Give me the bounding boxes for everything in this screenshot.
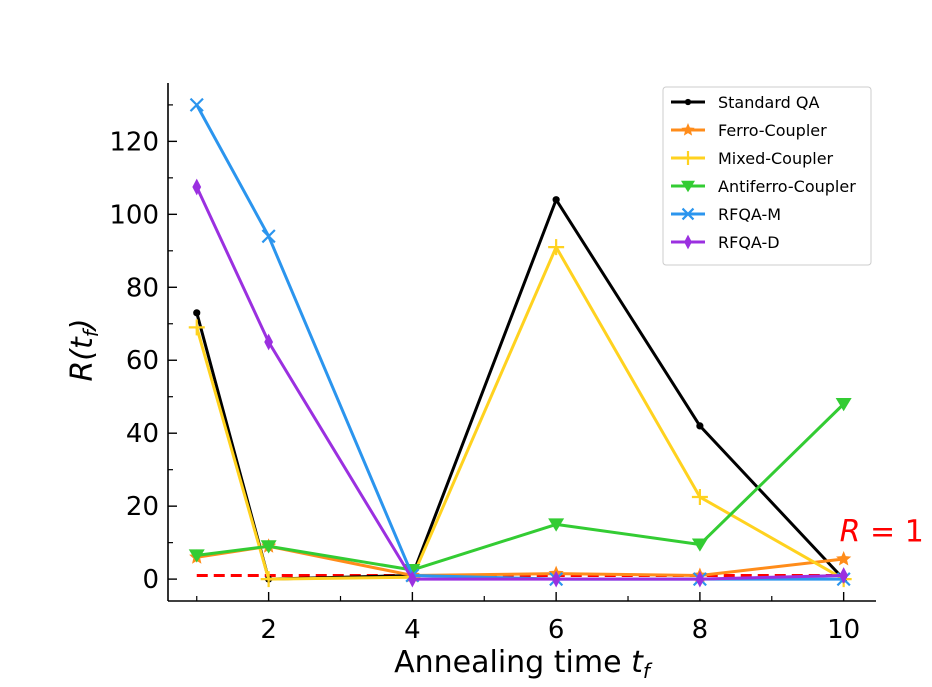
x-tick-label: 10	[827, 615, 860, 645]
data-point	[836, 551, 852, 566]
legend-swatch-marker	[681, 180, 695, 193]
reference-label: R = 1	[840, 514, 924, 549]
series-line	[195, 245, 845, 581]
x-tick-label: 6	[548, 615, 565, 645]
legend: Standard QA Ferro-Coupler Mixed-Coupler Ant…	[662, 86, 872, 266]
legend-label: Antiferro-Coupler	[718, 177, 856, 196]
y-tick-label: 40	[126, 419, 159, 449]
legend-box	[662, 86, 872, 266]
data-point	[189, 97, 204, 112]
data-point	[260, 540, 277, 554]
reference-label-rest: = 1	[861, 514, 924, 549]
y-axis-label-func: R(	[65, 348, 100, 382]
legend-item: RFQA-M	[671, 205, 781, 224]
data-point	[551, 570, 561, 588]
y-tick-label: 100	[109, 200, 159, 230]
x-tick-label: 2	[260, 615, 277, 645]
data-point	[260, 571, 277, 588]
legend-swatch-marker	[684, 98, 692, 106]
y-axis-label-close: )	[65, 318, 100, 332]
data-point	[261, 229, 276, 244]
legend-label: Standard QA	[718, 93, 819, 112]
legend-swatch-marker	[684, 234, 692, 250]
series-mixed-coupler	[188, 239, 852, 588]
legend-swatch-marker	[681, 207, 695, 221]
y-axis-label: R(tf)	[65, 318, 103, 381]
x-tick-label: 8	[692, 615, 709, 645]
legend-item: Standard QA	[671, 93, 819, 112]
x-tick-label: 4	[404, 615, 421, 645]
legend-label: RFQA-M	[718, 205, 781, 224]
legend-swatch-marker	[681, 151, 695, 165]
y-tick-label: 60	[126, 346, 159, 376]
x-axis-label-var: t	[631, 645, 644, 680]
legend-item: Ferro-Coupler	[671, 121, 827, 140]
legend-item: RFQA-D	[671, 233, 780, 252]
data-point	[188, 319, 205, 336]
series-layer	[188, 97, 852, 588]
legend-label: Ferro-Coupler	[718, 121, 827, 140]
data-point	[691, 489, 708, 506]
data-point	[192, 178, 202, 196]
data-point	[691, 538, 708, 552]
data-point	[548, 239, 565, 256]
x-axis-label-text: Annealing time	[394, 645, 631, 680]
y-tick-label: 80	[126, 273, 159, 303]
y-axis-label-var: t	[65, 336, 100, 349]
y-tick-label: 20	[126, 492, 159, 522]
series-rfqa-d	[192, 178, 849, 588]
data-point	[552, 196, 560, 204]
x-axis-label: Annealing time tf	[394, 645, 653, 683]
x-axis-label-sub: f	[643, 659, 653, 683]
legend-item: Antiferro-Coupler	[671, 177, 856, 196]
series-antiferro-coupler	[188, 398, 852, 578]
y-tick-label: 0	[142, 565, 159, 595]
data-point	[407, 570, 417, 588]
legend-label: Mixed-Coupler	[718, 149, 834, 168]
legend-swatch-marker	[681, 123, 695, 136]
y-tick-label: 120	[109, 127, 159, 157]
reference-label-var: R	[840, 514, 861, 549]
legend-label: RFQA-D	[718, 233, 780, 252]
data-point	[193, 309, 201, 317]
data-point	[835, 398, 852, 412]
series-line	[196, 402, 845, 572]
series-line	[195, 186, 844, 581]
data-point	[264, 333, 274, 351]
data-point	[696, 422, 704, 430]
y-axis-label-sub: f	[79, 327, 103, 337]
data-point	[548, 518, 565, 532]
data-point	[839, 567, 849, 584]
legend-item: Mixed-Coupler	[671, 149, 834, 168]
data-point	[695, 570, 705, 588]
data-point	[188, 549, 205, 563]
